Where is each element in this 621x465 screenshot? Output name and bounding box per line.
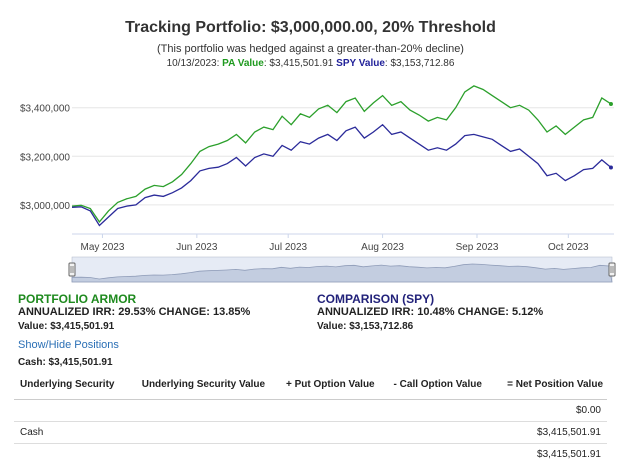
column-header: - Call Option Value	[384, 372, 492, 400]
portfolio-armor-heading: PORTFOLIO ARMOR	[18, 292, 137, 306]
chart-title: Tracking Portfolio: $3,000,000.00, 20% T…	[125, 19, 496, 36]
spy-value: $3,153,712.86	[390, 58, 455, 69]
table-row: Cash $3,415,501.91	[14, 421, 607, 444]
table-cell: Cash	[14, 421, 131, 444]
table-cell	[384, 421, 492, 444]
chart-gridlines	[72, 107, 614, 206]
table-cell	[276, 443, 385, 465]
pa-value-line	[71, 85, 612, 223]
x-tick-label: Aug 2023	[361, 242, 404, 253]
column-header: = Net Position Value	[491, 372, 607, 400]
pa-value: $3,415,501.91	[269, 58, 334, 69]
y-tick-label: $3,200,000	[20, 152, 70, 163]
table-header-row: Underlying Security Underlying Security …	[14, 372, 607, 400]
comparison-value: Value: $3,153,712.86	[317, 321, 414, 332]
comparison-stats: ANNUALIZED IRR: 10.48% CHANGE: 5.12%	[317, 306, 544, 318]
table-cell	[384, 443, 492, 465]
comparison-heading: COMPARISON (SPY)	[317, 292, 435, 306]
x-tick-label: May 2023	[80, 242, 124, 253]
range-navigator	[68, 256, 616, 283]
navigator-area	[71, 263, 613, 283]
handle-grip	[608, 262, 616, 277]
navigator-right-handle[interactable]	[608, 262, 616, 277]
x-tick-label: Jul 2023	[269, 242, 307, 253]
table-cell	[276, 399, 385, 422]
show-hide-positions-link[interactable]: Show/Hide Positions	[18, 339, 119, 351]
table-cell	[276, 421, 385, 444]
summary-date: 10/13/2023:	[166, 58, 220, 69]
table-cell	[130, 443, 277, 465]
series-lines	[71, 85, 613, 227]
spy-value-label: SPY Value	[336, 58, 385, 69]
pa-last-point	[608, 101, 613, 106]
x-axis: May 2023 Jun 2023 Jul 2023 Aug 2023 Sep 2023…	[72, 233, 614, 253]
table-cell: $0.00	[491, 399, 607, 422]
x-tick-label: Oct 2023	[548, 242, 589, 253]
positions-table: Underlying Security Underlying Security …	[14, 372, 607, 465]
column-header: Underlying Security	[14, 372, 131, 400]
table-row: $3,415,501.91	[14, 443, 607, 465]
column-header: Underlying Security Value	[130, 372, 277, 400]
spy-value-line	[71, 123, 612, 227]
x-tick-label: Jun 2023	[176, 242, 218, 253]
table-cell	[130, 399, 277, 422]
pa-value-label: PA Value	[222, 58, 264, 69]
column-header: + Put Option Value	[276, 372, 385, 400]
chart-subtitle: (This portfolio was hedged against a gre…	[157, 43, 464, 55]
handle-grip	[68, 262, 76, 277]
table-cell	[130, 421, 277, 444]
line-chart[interactable]: $3,000,000 $3,200,000 $3,400,000 May 2023 J…	[0, 64, 621, 286]
table-cell: $3,415,501.91	[491, 443, 607, 465]
table-cell: $3,415,501.91	[491, 421, 607, 444]
value-summary-line: 10/13/2023: PA Value: $3,415,501.91 SPY …	[166, 58, 455, 69]
x-tick-label: Sep 2023	[456, 242, 499, 253]
y-axis: $3,000,000 $3,200,000 $3,400,000	[20, 104, 70, 212]
table-cell	[384, 399, 492, 422]
portfolio-armor-value: Value: $3,415,501.91	[18, 321, 115, 332]
cash-summary: Cash: $3,415,501.91	[18, 357, 113, 368]
spy-last-point	[608, 165, 613, 170]
navigator-left-handle[interactable]	[68, 262, 76, 277]
table-cell	[14, 443, 131, 465]
table-cell	[14, 399, 131, 422]
table-row: $0.00	[14, 399, 607, 422]
y-tick-label: $3,000,000	[20, 201, 70, 212]
portfolio-armor-stats: ANNUALIZED IRR: 29.53% CHANGE: 13.85%	[18, 306, 251, 318]
y-tick-label: $3,400,000	[20, 104, 70, 115]
